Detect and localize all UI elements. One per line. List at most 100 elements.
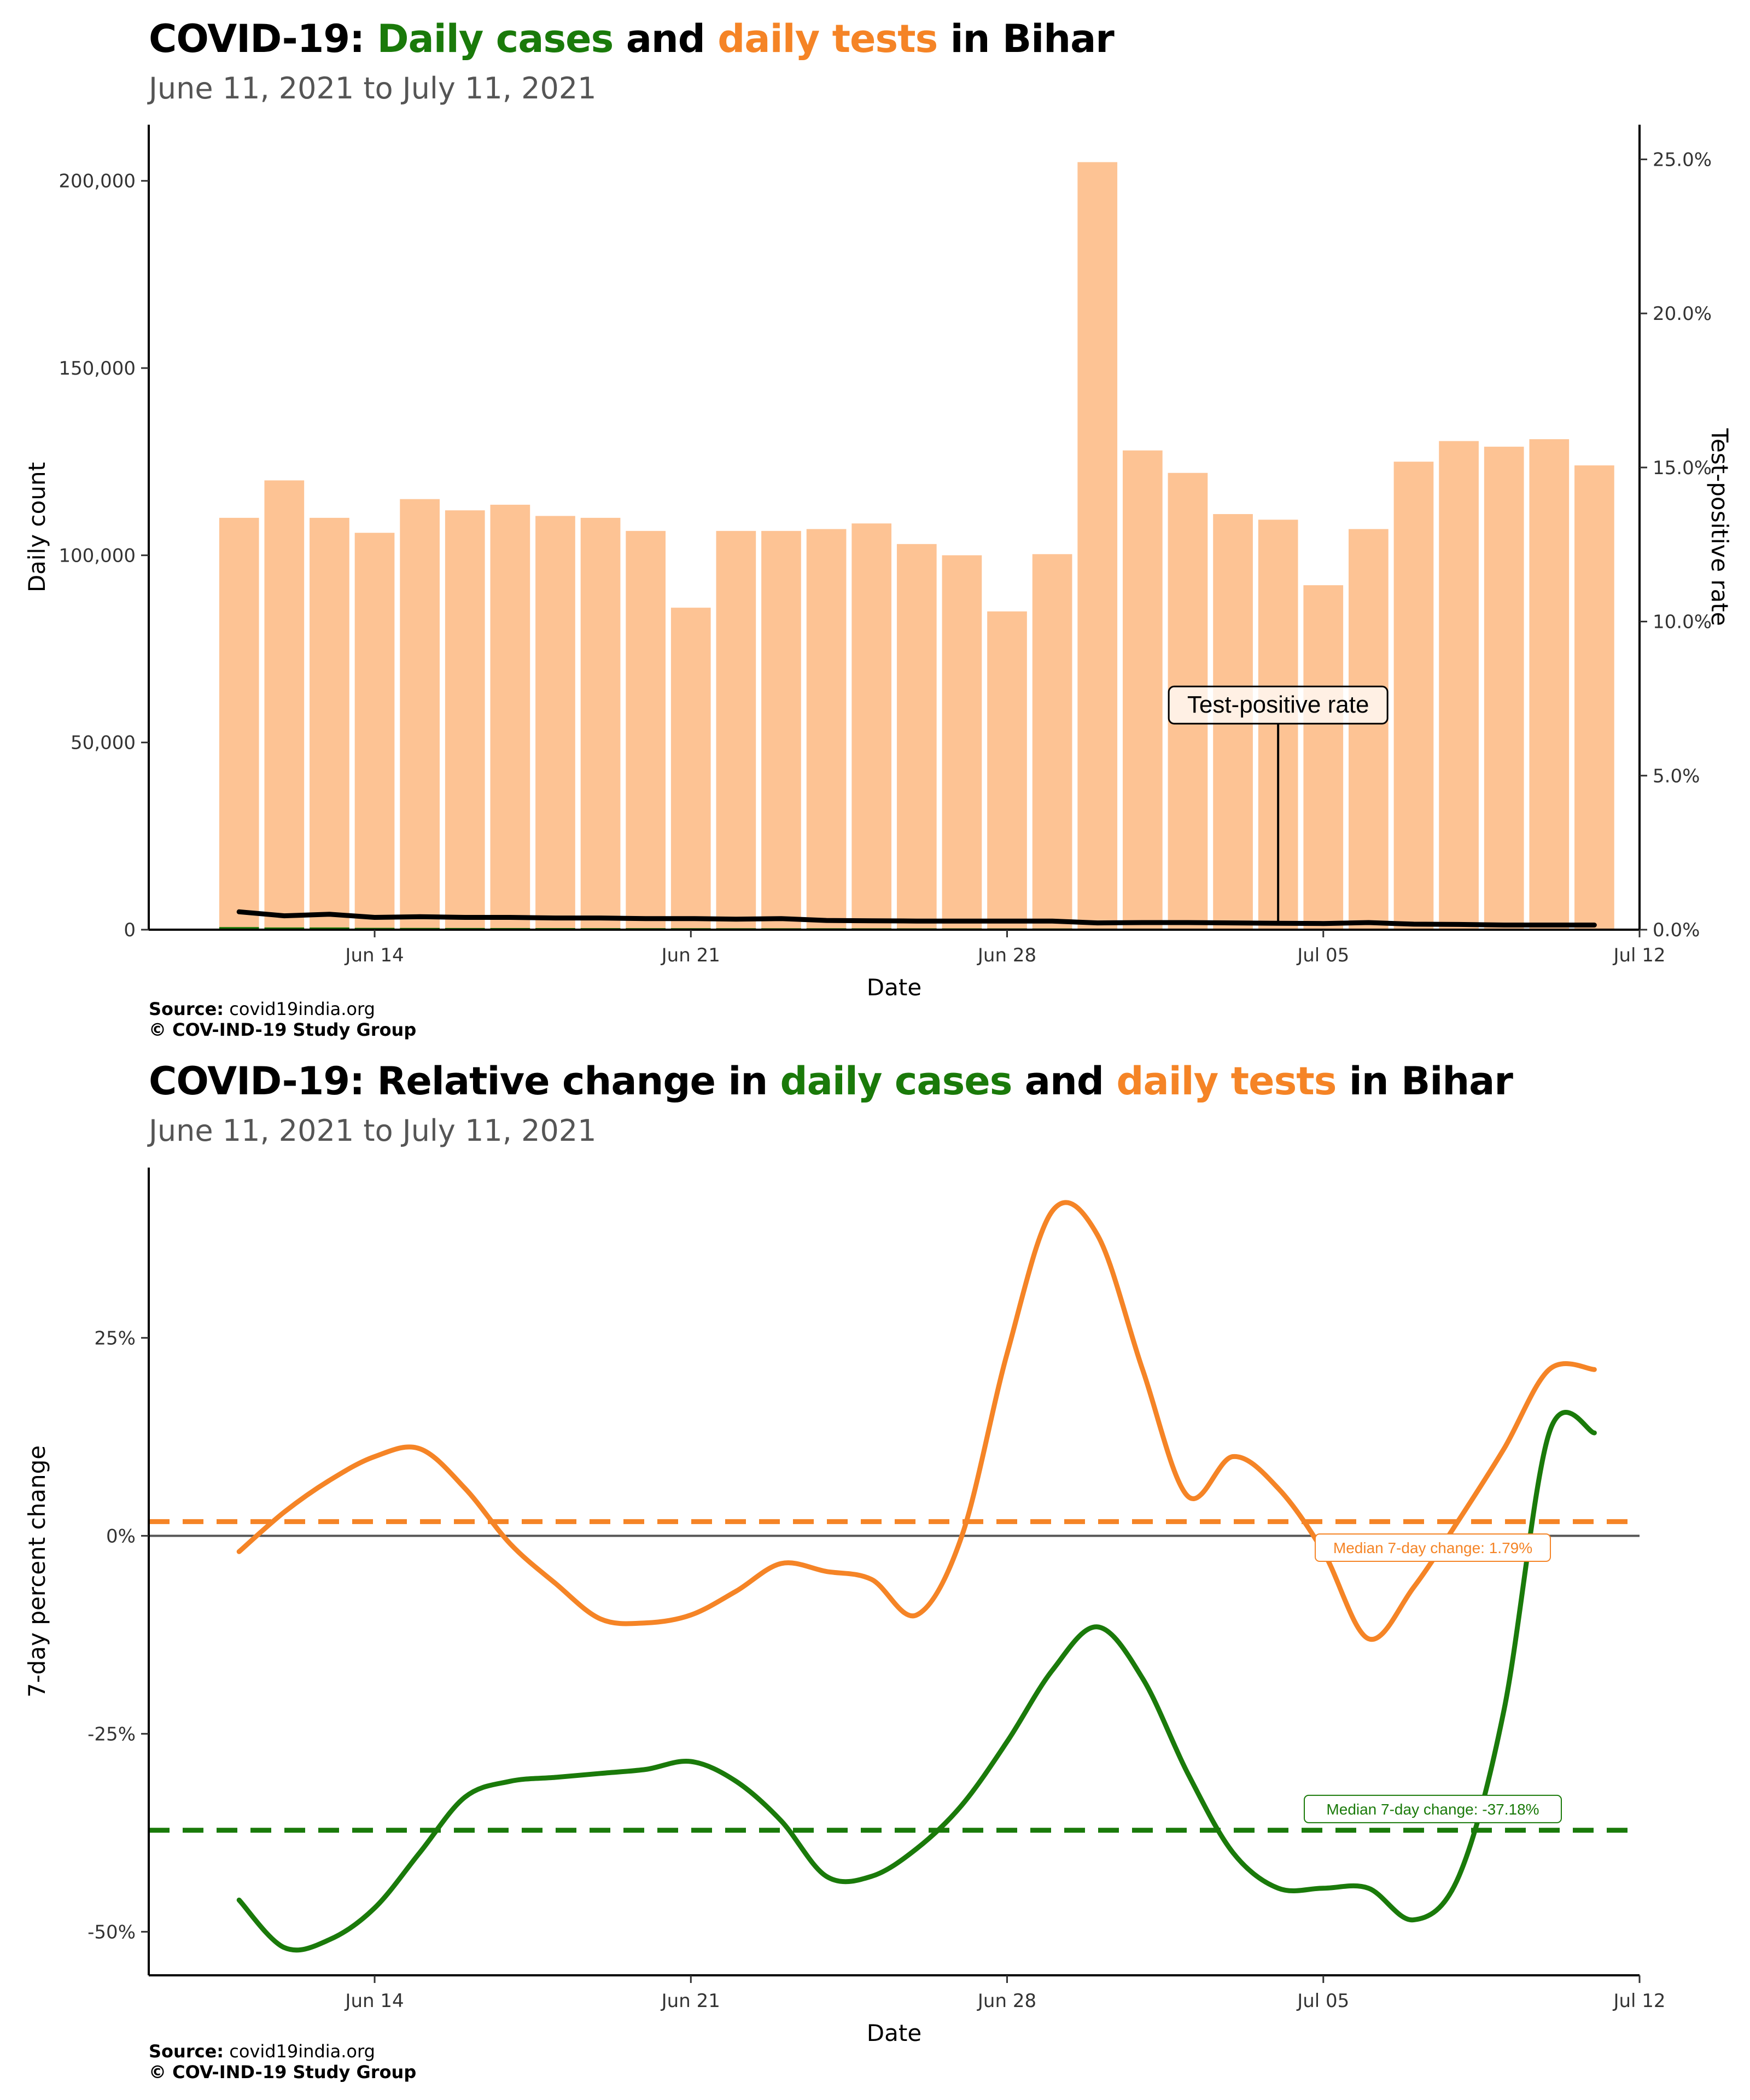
cases-bar (310, 927, 349, 929)
cases-bar (535, 928, 575, 929)
x-tick-label: Jul 12 (1612, 944, 1665, 966)
tests-bar (987, 611, 1027, 929)
chart2-source-label: Source: (149, 2041, 224, 2062)
y-tick-label: 0% (106, 1525, 136, 1547)
chart2-title-tests: daily tests (1116, 1059, 1337, 1104)
y-right-tick-label: 5.0% (1653, 765, 1700, 787)
chart2-caption: Source: covid19india.org © COV-IND-19 St… (149, 2041, 416, 2082)
x-tick-label: Jun 14 (344, 1990, 404, 2012)
x-tick-label: Jul 05 (1296, 1990, 1349, 2012)
tests-bar (1484, 446, 1524, 929)
tests-bar (490, 504, 530, 929)
x-axis-title: Date (867, 974, 921, 1001)
chart1-subtitle: June 11, 2021 to July 11, 2021 (149, 71, 597, 106)
y-right-axis-title: Test-positive rate (1706, 428, 1733, 626)
chart1-title-cases: Daily cases (377, 16, 614, 61)
cases-bar (219, 927, 259, 929)
y-tick-label: 150,000 (59, 358, 136, 380)
tests-bar (851, 523, 892, 929)
x-tick-label: Jun 28 (977, 1990, 1036, 2012)
chart1-title-prefix: COVID-19: (149, 16, 377, 61)
tests-bar (1529, 439, 1570, 929)
chart1-title-tests: daily tests (718, 16, 938, 61)
tests-bar (716, 530, 756, 929)
chart1-caption: Source: covid19india.org © COV-IND-19 St… (149, 999, 416, 1040)
tests-bar (1077, 162, 1118, 930)
x-tick-label: Jun 21 (661, 944, 720, 966)
y-tick-label: 200,000 (59, 171, 136, 192)
chart2-source: Source: covid19india.org (149, 2041, 416, 2062)
cases-change-line (236, 1410, 1597, 1953)
chart2-subtitle: June 11, 2021 to July 11, 2021 (149, 1113, 597, 1148)
chart2-title-suffix: in Bihar (1336, 1059, 1513, 1104)
chart2-title-cases: daily cases (780, 1059, 1013, 1104)
y-tick-label: 0 (124, 919, 136, 941)
tests-bar (1439, 441, 1479, 929)
tests-bar (626, 530, 666, 929)
daily-cases-tests-chart: Test-positive rate 0 50,000 100,000 150,000 2… (24, 125, 1733, 1001)
tests-bar (1574, 465, 1614, 929)
tests-median-label-box (1315, 1533, 1551, 1562)
chart1-title-mid: and (613, 16, 718, 61)
tests-change-line (236, 1200, 1597, 1642)
tests-bar (354, 533, 395, 929)
tests-bar (1349, 529, 1389, 929)
y-right-tick-label: 0.0% (1653, 919, 1700, 941)
test-positive-rate-line (236, 909, 1597, 928)
x-tick-label: Jun 14 (344, 944, 404, 966)
tests-bar (310, 517, 349, 929)
tests-bar (1393, 462, 1434, 929)
tests-bar (670, 608, 711, 929)
cases-bar (400, 928, 440, 929)
chart2-title-mid: and (1012, 1059, 1117, 1104)
tests-bar (761, 530, 801, 929)
cases-median-label: Median 7-day change: -37.18% (1326, 1801, 1539, 1818)
y-tick-label: 50,000 (71, 732, 136, 754)
chart2-copyright: © COV-IND-19 Study Group (149, 2062, 417, 2082)
y-right-tick-label: 25.0% (1653, 149, 1712, 171)
chart2-source-value: covid19india.org (224, 2041, 375, 2062)
x-tick-label: Jul 05 (1296, 944, 1349, 966)
cases-median-label-box (1304, 1794, 1562, 1823)
tests-bar (400, 499, 440, 929)
y-tick-label: -25% (88, 1723, 136, 1745)
tests-bar (445, 510, 485, 929)
chart2-title: COVID-19: Relative change in daily cases… (149, 1059, 1513, 1104)
chart1-source-label: Source: (149, 999, 224, 1019)
chart1-copyright: © COV-IND-19 Study Group (149, 1019, 417, 1040)
y-tick-label: -50% (88, 1921, 136, 1943)
y-tick-label: 100,000 (59, 545, 136, 567)
y-axis-title: Daily count (24, 462, 50, 592)
chart1-title-suffix: in Bihar (937, 16, 1115, 61)
cases-bar (490, 928, 530, 929)
x-tick-label: Jun 21 (661, 1990, 720, 2012)
tests-bar (896, 544, 937, 929)
y-right-tick-label: 20.0% (1653, 303, 1712, 325)
y-tick-label: 25% (94, 1327, 136, 1349)
tests-bar (1303, 585, 1344, 929)
y-axis-title: 7-day percent change (24, 1445, 50, 1698)
y-right-tick-label: 15.0% (1653, 457, 1712, 479)
tests-median-label: Median 7-day change: 1.79% (1333, 1539, 1532, 1556)
annotation-label: Test-positive rate (1187, 691, 1369, 718)
tests-bar (535, 516, 575, 929)
x-tick-label: Jul 12 (1612, 1990, 1665, 2012)
tests-bar (580, 517, 621, 929)
y-right-tick-label: 10.0% (1653, 611, 1712, 633)
cases-bar (445, 928, 485, 929)
chart1-source-value: covid19india.org (224, 999, 375, 1019)
tests-bar (806, 529, 847, 929)
chart1-source: Source: covid19india.org (149, 999, 416, 1019)
tests-bar (1122, 450, 1163, 929)
x-tick-label: Jun 28 (977, 944, 1036, 966)
annotation-box (1168, 685, 1389, 725)
tests-bar (264, 480, 305, 929)
chart1-title: COVID-19: Daily cases and daily tests in… (149, 16, 1115, 61)
tests-bar (1032, 554, 1072, 929)
tests-bar (942, 555, 982, 929)
cases-bar (264, 927, 305, 929)
tests-bar (219, 517, 259, 929)
x-axis-title: Date (867, 2020, 921, 2046)
cases-bar (354, 928, 395, 929)
